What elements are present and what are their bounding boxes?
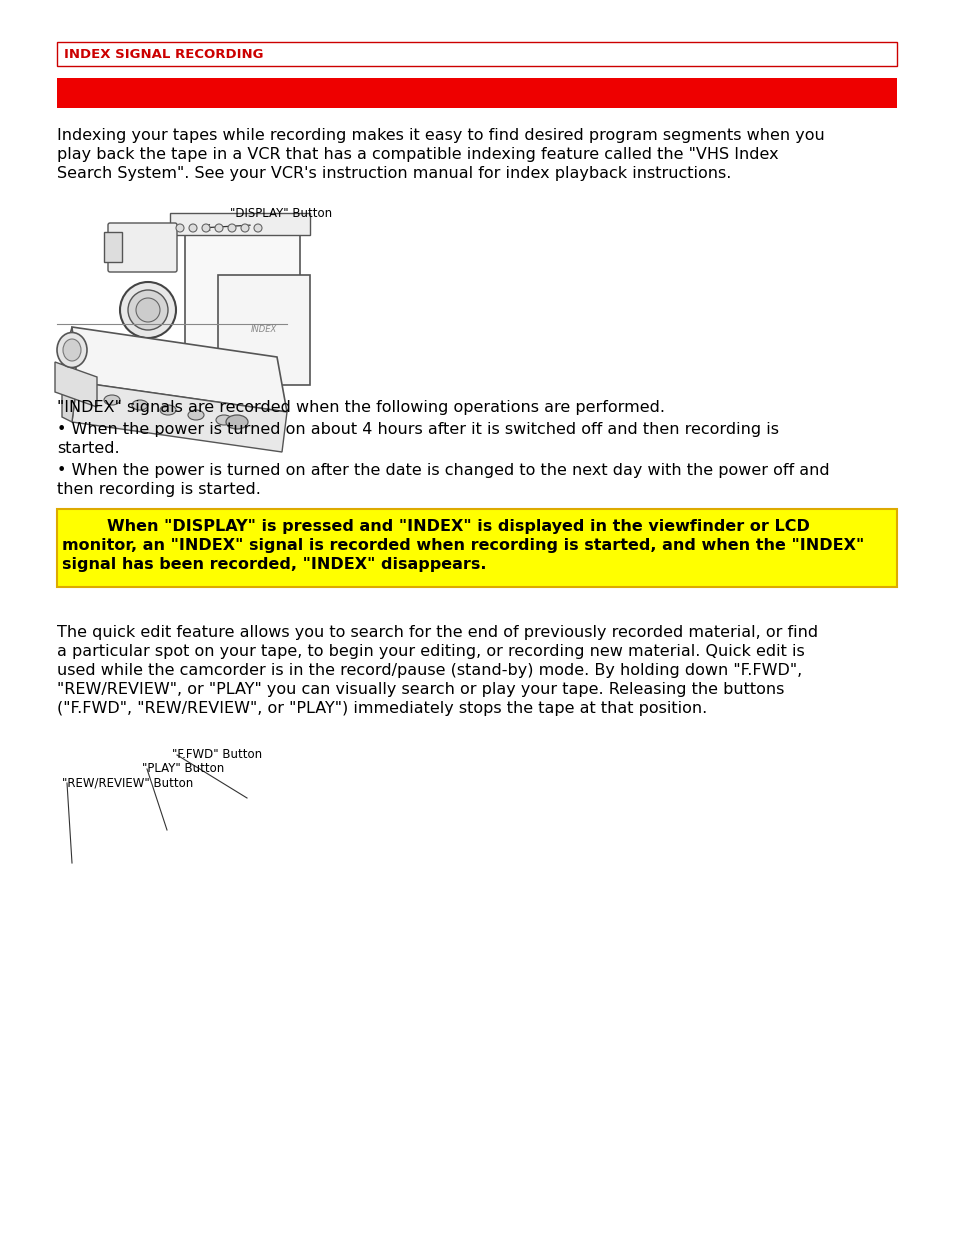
Polygon shape [71,327,287,412]
Text: • When the power is turned on after the date is changed to the next day with the: • When the power is turned on after the … [57,463,829,478]
Text: "INDEX" signals are recorded when the following operations are performed.: "INDEX" signals are recorded when the fo… [57,400,664,415]
Bar [185,235,299,354]
Text: "REW/REVIEW" Button: "REW/REVIEW" Button [62,776,193,789]
Text: INDEX: INDEX [251,326,276,335]
Text: The quick edit feature allows you to search for the end of previously recorded m: The quick edit feature allows you to sea… [57,625,818,640]
Text: then recording is started.: then recording is started. [57,482,260,496]
Polygon shape [55,362,97,408]
Circle shape [120,282,175,338]
Circle shape [214,224,223,232]
Ellipse shape [160,405,175,415]
Bar [57,78,896,107]
Polygon shape [62,327,77,422]
Circle shape [253,224,262,232]
Text: signal has been recorded, "INDEX" disappears.: signal has been recorded, "INDEX" disapp… [62,557,486,572]
Text: INDEX SIGNAL RECORDING: INDEX SIGNAL RECORDING [64,47,263,61]
Circle shape [228,224,235,232]
Text: "DISPLAY" Button: "DISPLAY" Button [230,207,332,220]
Circle shape [136,298,160,322]
Text: Indexing your tapes while recording makes it easy to find desired program segmen: Indexing your tapes while recording make… [57,128,824,143]
Circle shape [202,224,210,232]
Bar [57,509,896,587]
Ellipse shape [188,410,204,420]
Circle shape [128,290,168,330]
Ellipse shape [63,338,81,361]
Text: play back the tape in a VCR that has a compatible indexing feature called the "V: play back the tape in a VCR that has a c… [57,147,778,162]
Ellipse shape [104,395,120,405]
Text: "PLAY" Button: "PLAY" Button [142,762,224,776]
Text: Search System". See your VCR's instruction manual for index playback instruction: Search System". See your VCR's instructi… [57,165,731,182]
Text: "REW/REVIEW", or "PLAY" you can visually search or play your tape. Releasing the: "REW/REVIEW", or "PLAY" you can visually… [57,682,783,697]
Text: a particular spot on your tape, to begin your editing, or recording new material: a particular spot on your tape, to begin… [57,643,804,659]
Text: "F.FWD" Button: "F.FWD" Button [172,748,262,761]
Bar [170,212,310,235]
Ellipse shape [215,415,232,425]
Bar [218,275,310,385]
Bar [104,232,122,262]
Text: • When the power is turned on about 4 hours after it is switched off and then re: • When the power is turned on about 4 ho… [57,422,779,437]
FancyBboxPatch shape [108,224,177,272]
Bar [57,42,896,65]
Ellipse shape [226,415,248,429]
Ellipse shape [57,332,87,368]
Circle shape [175,224,184,232]
Text: monitor, an "INDEX" signal is recorded when recording is started, and when the ": monitor, an "INDEX" signal is recorded w… [62,538,863,553]
Circle shape [241,224,249,232]
Ellipse shape [132,400,148,410]
Text: started.: started. [57,441,119,456]
Text: When "DISPLAY" is pressed and "INDEX" is displayed in the viewfinder or LCD: When "DISPLAY" is pressed and "INDEX" is… [62,519,809,534]
Text: used while the camcorder is in the record/pause (stand-by) mode. By holding down: used while the camcorder is in the recor… [57,663,801,678]
Circle shape [189,224,196,232]
Text: ("F.FWD", "REW/REVIEW", or "PLAY") immediately stops the tape at that position.: ("F.FWD", "REW/REVIEW", or "PLAY") immed… [57,701,706,716]
Polygon shape [71,382,287,452]
